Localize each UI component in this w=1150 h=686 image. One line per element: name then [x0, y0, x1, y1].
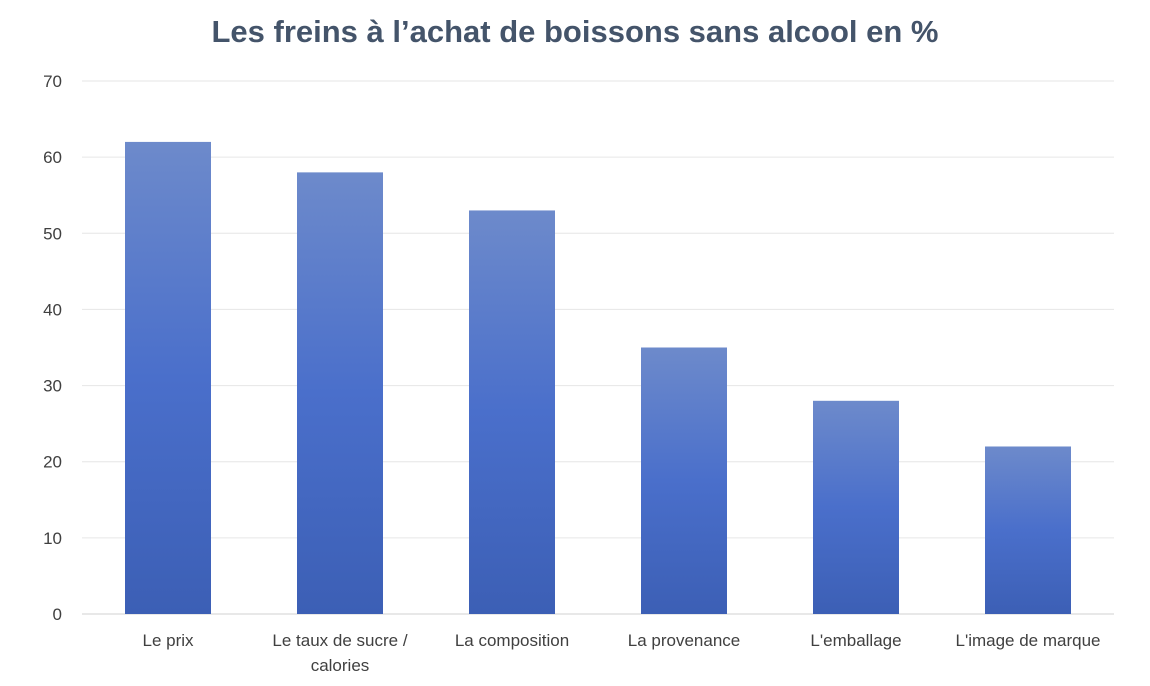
x-tick-label: Le prix [142, 631, 194, 650]
y-tick-label: 60 [43, 148, 62, 167]
x-tick-label: La composition [455, 631, 569, 650]
x-tick-label: L'image de marque [956, 631, 1101, 650]
chart-title: Les freins à l’achat de boissons sans al… [211, 14, 939, 49]
bars [125, 141, 1071, 614]
bar [469, 210, 555, 614]
x-axis-labels: Le prix Le taux de sucre / calories La comp… [142, 631, 1100, 675]
y-tick-label: 10 [43, 529, 62, 548]
y-tick-label: 0 [53, 605, 62, 624]
bar [641, 347, 727, 614]
y-tick-label: 20 [43, 453, 62, 472]
bar [985, 446, 1071, 614]
y-tick-label: 40 [43, 300, 62, 319]
bar [125, 141, 211, 614]
y-tick-label: 30 [43, 377, 62, 396]
x-tick-label: L'emballage [810, 631, 901, 650]
y-tick-label: 50 [43, 224, 62, 243]
bar [297, 172, 383, 614]
bar [813, 400, 899, 614]
y-axis-ticks: 0 10 20 30 40 50 60 70 [43, 72, 62, 624]
x-tick-label: Le taux de sucre / calories [272, 631, 407, 675]
x-tick-label: La provenance [628, 631, 740, 650]
y-tick-label: 70 [43, 72, 62, 91]
gridlines [82, 80, 1114, 615]
